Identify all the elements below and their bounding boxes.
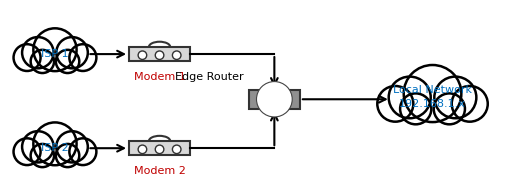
Ellipse shape bbox=[138, 145, 147, 154]
Ellipse shape bbox=[172, 51, 181, 59]
Ellipse shape bbox=[33, 122, 76, 165]
Ellipse shape bbox=[56, 50, 80, 73]
FancyBboxPatch shape bbox=[129, 141, 190, 155]
Text: Modem 1: Modem 1 bbox=[134, 71, 185, 82]
Ellipse shape bbox=[31, 50, 54, 73]
Ellipse shape bbox=[155, 145, 164, 154]
Ellipse shape bbox=[69, 44, 96, 71]
Ellipse shape bbox=[69, 138, 96, 165]
Ellipse shape bbox=[33, 28, 76, 71]
Bar bbox=[249, 90, 300, 109]
FancyBboxPatch shape bbox=[129, 47, 190, 61]
Text: ISP 2: ISP 2 bbox=[41, 143, 69, 153]
Ellipse shape bbox=[172, 145, 181, 154]
Ellipse shape bbox=[22, 37, 54, 68]
Ellipse shape bbox=[404, 65, 461, 122]
Ellipse shape bbox=[22, 131, 54, 162]
Text: Local Network
192.168.1.x: Local Network 192.168.1.x bbox=[393, 85, 472, 109]
Ellipse shape bbox=[138, 51, 147, 59]
Ellipse shape bbox=[31, 144, 54, 167]
Text: ISP 1: ISP 1 bbox=[41, 49, 69, 59]
Text: Edge Router: Edge Router bbox=[175, 72, 244, 82]
Ellipse shape bbox=[13, 138, 41, 165]
Ellipse shape bbox=[433, 93, 465, 124]
Ellipse shape bbox=[389, 77, 431, 118]
Ellipse shape bbox=[56, 37, 88, 68]
Ellipse shape bbox=[400, 93, 431, 124]
Ellipse shape bbox=[155, 51, 164, 59]
Ellipse shape bbox=[435, 77, 477, 118]
Ellipse shape bbox=[56, 131, 88, 162]
Ellipse shape bbox=[256, 82, 292, 117]
Ellipse shape bbox=[56, 144, 80, 167]
Ellipse shape bbox=[452, 86, 488, 122]
Ellipse shape bbox=[377, 86, 413, 122]
Ellipse shape bbox=[13, 44, 41, 71]
Text: Modem 2: Modem 2 bbox=[133, 166, 186, 176]
